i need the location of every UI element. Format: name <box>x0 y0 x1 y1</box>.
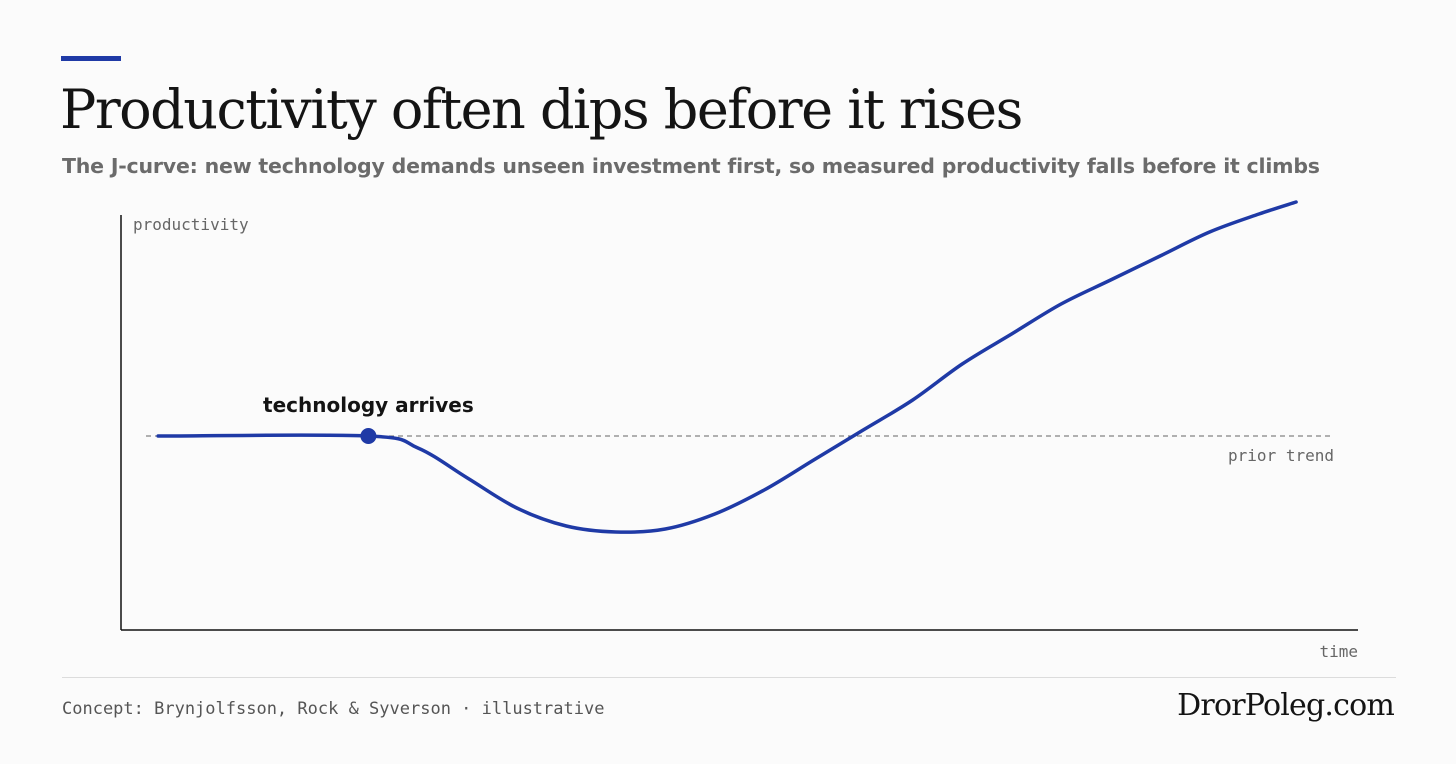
chart-title: Productivity often dips before it rises <box>60 78 1023 141</box>
technology-arrives-marker <box>360 428 377 444</box>
reference-line-group: prior trend <box>146 435 1334 465</box>
brand-logo[interactable]: DrorPoleg.com <box>1177 688 1395 723</box>
chart-subtitle: The J-curve: new technology demands unse… <box>62 154 1320 178</box>
footer-divider <box>62 677 1396 678</box>
y-axis-label: productivity <box>133 215 249 234</box>
annotation-group: technology arrives <box>263 393 474 444</box>
axes: productivity time <box>120 215 1358 661</box>
technology-arrives-label: technology arrives <box>263 393 474 417</box>
footer-credit: Concept: Brynjolfsson, Rock & Syverson ·… <box>62 699 605 719</box>
accent-bar <box>61 56 121 61</box>
prior-trend-label: prior trend <box>1228 446 1334 465</box>
productivity-curve <box>156 200 1298 534</box>
x-axis-label: time <box>1319 642 1358 661</box>
